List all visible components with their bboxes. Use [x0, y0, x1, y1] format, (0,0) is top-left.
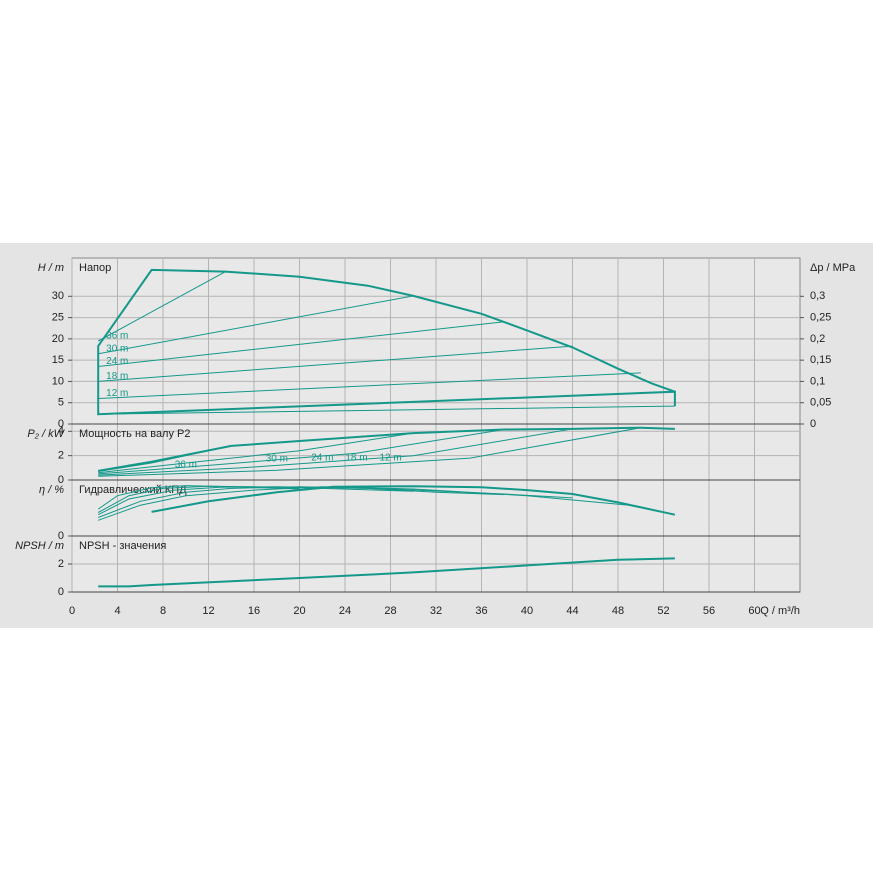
series-label: 30 m: [266, 454, 288, 465]
y-tick-label: 0: [58, 586, 64, 598]
series-label: 36 m: [106, 331, 128, 342]
curve: [98, 557, 675, 588]
x-tick-label: 40: [521, 605, 533, 617]
curve: [97, 268, 676, 416]
y2-tick-label: 0,1: [810, 375, 825, 387]
y-tick-label: 0: [58, 530, 64, 542]
curve: [98, 432, 414, 474]
y-tick-label: 2: [58, 558, 64, 570]
curve: [98, 345, 573, 382]
x-tick-label: 48: [612, 605, 624, 617]
curve: [98, 445, 232, 472]
series-label: 12 m: [106, 388, 128, 399]
y-tick-label: 30: [52, 290, 64, 302]
x-tick-label: 44: [566, 605, 578, 617]
x-tick-label: 56: [703, 605, 715, 617]
y-axis-label: P₂ / kW: [27, 428, 65, 440]
y-tick-label: 0: [58, 418, 64, 430]
series-label: 30 m: [106, 343, 128, 354]
x-tick-label: 8: [160, 605, 166, 617]
curve: [97, 485, 300, 510]
panel-title: Напор: [79, 262, 111, 274]
x-tick-label: 16: [248, 605, 260, 617]
curve: [97, 271, 226, 342]
series-label: 36 m: [175, 459, 197, 470]
curve: [98, 427, 641, 477]
x-tick-label: 32: [430, 605, 442, 617]
y-tick-label: 25: [52, 311, 64, 323]
y2-tick-label: 0,15: [810, 354, 831, 366]
y2-tick-label: 0,25: [810, 311, 831, 323]
series-label: 18 m: [345, 453, 367, 464]
y-axis-label: H / m: [38, 262, 64, 274]
y-tick-label: 4: [58, 425, 64, 437]
x-tick-label: 24: [339, 605, 351, 617]
curve: [98, 372, 641, 399]
y2-tick-label: 0: [810, 418, 816, 430]
x-axis-label: Q / m³/h: [760, 605, 800, 617]
x-tick-label: 52: [657, 605, 669, 617]
series-label: 24 m: [106, 356, 128, 367]
curve: [98, 405, 675, 415]
y-tick-label: 20: [52, 333, 64, 345]
series-label: 18 m: [106, 371, 128, 382]
x-tick-label: 36: [475, 605, 487, 617]
y-tick-label: 5: [58, 397, 64, 409]
y-axis-label: η / %: [39, 484, 64, 496]
x-tick-label: 4: [114, 605, 120, 617]
x-tick-label: 60: [748, 605, 760, 617]
curve: [98, 321, 505, 367]
y2-tick-label: 0,3: [810, 290, 825, 302]
series-label: 24 m: [311, 452, 333, 463]
y-tick-label: 0: [58, 474, 64, 486]
panel-title: NPSH - значения: [79, 540, 166, 552]
y2-axis-label: Δp / MPa: [810, 262, 856, 274]
x-tick-label: 28: [384, 605, 396, 617]
panel-title: Мощность на валу P2: [79, 428, 191, 440]
y2-tick-label: 0,05: [810, 397, 831, 409]
curve: [151, 485, 676, 516]
series-label: 12 m: [379, 453, 401, 464]
y2-tick-label: 0,2: [810, 333, 825, 345]
y-tick-label: 15: [52, 354, 64, 366]
y-tick-label: 2: [58, 450, 64, 462]
panel-title: Гидравлический КПД: [79, 484, 187, 496]
y-tick-label: 10: [52, 375, 64, 387]
curve: [98, 428, 573, 476]
x-tick-label: 12: [202, 605, 214, 617]
curve: [98, 429, 505, 475]
x-tick-label: 0: [69, 605, 75, 617]
curve: [98, 295, 414, 355]
x-tick-label: 20: [293, 605, 305, 617]
y-axis-label: NPSH / m: [15, 540, 64, 552]
